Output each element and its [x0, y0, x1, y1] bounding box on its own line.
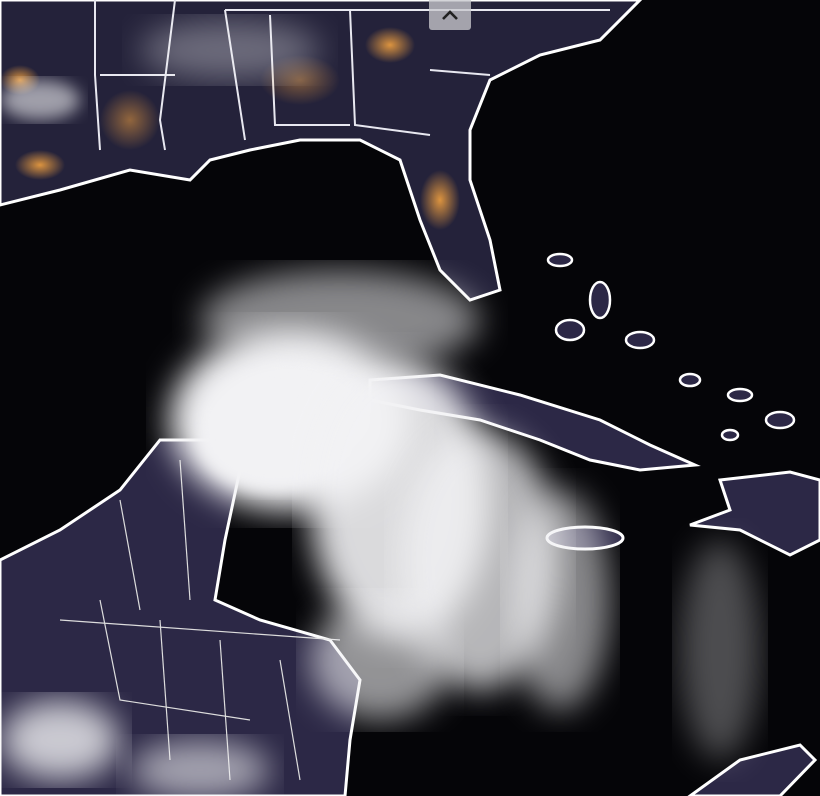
chevron-up-icon — [442, 10, 458, 20]
collapse-panel-button[interactable] — [429, 0, 471, 30]
land-bottom-right — [687, 743, 818, 796]
land-bahamas — [546, 252, 796, 442]
hurricane-clouds — [0, 20, 760, 796]
land-hispaniola — [689, 470, 820, 557]
city-lights — [0, 27, 460, 230]
